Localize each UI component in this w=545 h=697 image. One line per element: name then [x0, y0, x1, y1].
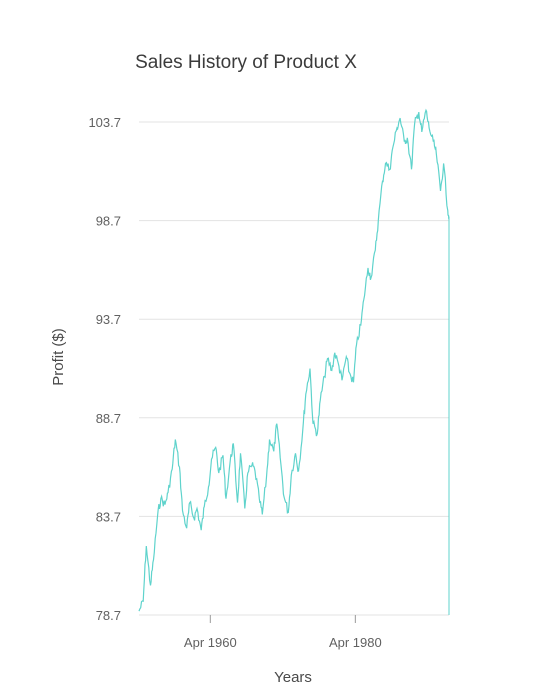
gridlines: [139, 121, 449, 616]
x-axis-ticks: Apr 1960 Apr 1980: [184, 615, 382, 650]
y-tick-label: 88.7: [96, 411, 121, 426]
y-tick-label: 78.7: [96, 608, 121, 623]
profit-series-line: [138, 108, 450, 612]
y-tick-label: 98.7: [96, 214, 121, 229]
y-axis-ticks: 78.7 83.7 88.7 93.7 98.7 103.7: [88, 115, 121, 623]
y-tick-label: 103.7: [88, 115, 121, 130]
chart-title: Sales History of Product X: [135, 52, 357, 73]
y-tick-label: 83.7: [96, 509, 121, 524]
x-axis-label: Years: [274, 669, 312, 686]
x-tick-label: Apr 1960: [184, 635, 237, 650]
y-axis-label: Profit ($): [50, 328, 67, 386]
x-tick-label: Apr 1980: [329, 635, 382, 650]
y-tick-label: 93.7: [96, 312, 121, 327]
